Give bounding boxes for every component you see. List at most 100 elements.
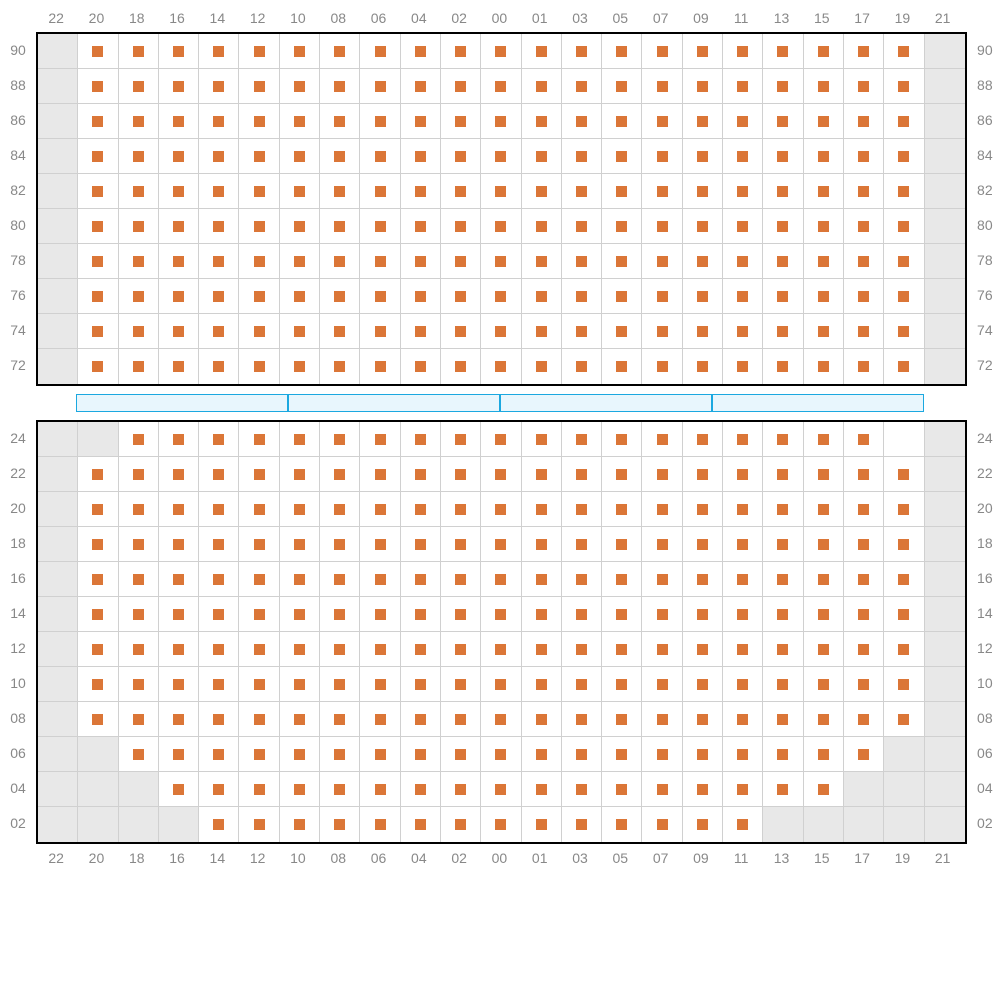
seat-cell[interactable] [159, 457, 199, 492]
seat-cell[interactable] [602, 174, 642, 209]
seat-cell[interactable] [280, 772, 320, 807]
seat-cell[interactable] [119, 174, 159, 209]
seat-cell[interactable] [199, 279, 239, 314]
seat-cell[interactable] [763, 104, 803, 139]
seat-cell[interactable] [884, 562, 924, 597]
seat-cell[interactable] [804, 69, 844, 104]
seat-cell[interactable] [844, 209, 884, 244]
seat-cell[interactable] [844, 597, 884, 632]
seat-cell[interactable] [119, 34, 159, 69]
seat-cell[interactable] [804, 457, 844, 492]
seat-cell[interactable] [562, 632, 602, 667]
seat-cell[interactable] [481, 34, 521, 69]
seat-cell[interactable] [280, 104, 320, 139]
seat-cell[interactable] [119, 667, 159, 702]
seat-cell[interactable] [683, 314, 723, 349]
seat-cell[interactable] [401, 807, 441, 842]
seat-cell[interactable] [119, 244, 159, 279]
seat-cell[interactable] [683, 597, 723, 632]
seat-cell[interactable] [78, 349, 118, 384]
seat-cell[interactable] [562, 807, 602, 842]
seat-cell[interactable] [642, 772, 682, 807]
seat-cell[interactable] [642, 457, 682, 492]
seat-cell[interactable] [280, 349, 320, 384]
seat-cell[interactable] [844, 737, 884, 772]
seat-cell[interactable] [360, 702, 400, 737]
seat-cell[interactable] [481, 457, 521, 492]
seat-cell[interactable] [522, 314, 562, 349]
seat-cell[interactable] [844, 632, 884, 667]
seat-cell[interactable] [401, 737, 441, 772]
seat-cell[interactable] [481, 69, 521, 104]
seat-cell[interactable] [763, 492, 803, 527]
seat-cell[interactable] [401, 349, 441, 384]
seat-cell[interactable] [683, 349, 723, 384]
seat-cell[interactable] [280, 244, 320, 279]
seat-cell[interactable] [723, 492, 763, 527]
seat-cell[interactable] [602, 209, 642, 244]
seat-cell[interactable] [642, 104, 682, 139]
seat-cell[interactable] [562, 349, 602, 384]
seat-cell[interactable] [119, 422, 159, 457]
seat-cell[interactable] [804, 34, 844, 69]
seat-cell[interactable] [78, 562, 118, 597]
seat-cell[interactable] [562, 104, 602, 139]
seat-cell[interactable] [723, 139, 763, 174]
seat-cell[interactable] [602, 349, 642, 384]
seat-cell[interactable] [280, 702, 320, 737]
seat-cell[interactable] [522, 632, 562, 667]
seat-cell[interactable] [481, 314, 521, 349]
seat-cell[interactable] [481, 772, 521, 807]
seat-cell[interactable] [441, 492, 481, 527]
seat-cell[interactable] [683, 34, 723, 69]
seat-cell[interactable] [320, 702, 360, 737]
seat-cell[interactable] [481, 562, 521, 597]
seat-cell[interactable] [119, 527, 159, 562]
seat-cell[interactable] [280, 457, 320, 492]
seat-cell[interactable] [481, 174, 521, 209]
seat-cell[interactable] [441, 104, 481, 139]
seat-cell[interactable] [763, 314, 803, 349]
seat-cell[interactable] [522, 279, 562, 314]
seat-cell[interactable] [562, 244, 602, 279]
seat-cell[interactable] [199, 314, 239, 349]
seat-cell[interactable] [280, 527, 320, 562]
seat-cell[interactable] [562, 772, 602, 807]
seat-cell[interactable] [441, 244, 481, 279]
seat-cell[interactable] [159, 737, 199, 772]
seat-cell[interactable] [360, 139, 400, 174]
seat-cell[interactable] [401, 527, 441, 562]
seat-cell[interactable] [280, 314, 320, 349]
seat-cell[interactable] [723, 422, 763, 457]
seat-cell[interactable] [199, 492, 239, 527]
seat-cell[interactable] [239, 492, 279, 527]
seat-cell[interactable] [602, 34, 642, 69]
seat-cell[interactable] [360, 492, 400, 527]
seat-cell[interactable] [642, 702, 682, 737]
seat-cell[interactable] [723, 772, 763, 807]
seat-cell[interactable] [481, 209, 521, 244]
seat-cell[interactable] [884, 314, 924, 349]
seat-cell[interactable] [481, 349, 521, 384]
seat-cell[interactable] [360, 597, 400, 632]
seat-cell[interactable] [401, 702, 441, 737]
seat-cell[interactable] [642, 69, 682, 104]
seat-cell[interactable] [199, 457, 239, 492]
seat-cell[interactable] [239, 527, 279, 562]
seat-cell[interactable] [602, 807, 642, 842]
seat-cell[interactable] [522, 562, 562, 597]
seat-cell[interactable] [763, 737, 803, 772]
seat-cell[interactable] [119, 597, 159, 632]
seat-cell[interactable] [119, 104, 159, 139]
seat-cell[interactable] [401, 492, 441, 527]
seat-cell[interactable] [884, 527, 924, 562]
seat-cell[interactable] [683, 632, 723, 667]
seat-cell[interactable] [320, 279, 360, 314]
seat-cell[interactable] [844, 562, 884, 597]
seat-cell[interactable] [159, 562, 199, 597]
seat-cell[interactable] [642, 174, 682, 209]
seat-cell[interactable] [522, 69, 562, 104]
seat-cell[interactable] [199, 104, 239, 139]
seat-cell[interactable] [401, 457, 441, 492]
seat-cell[interactable] [401, 104, 441, 139]
